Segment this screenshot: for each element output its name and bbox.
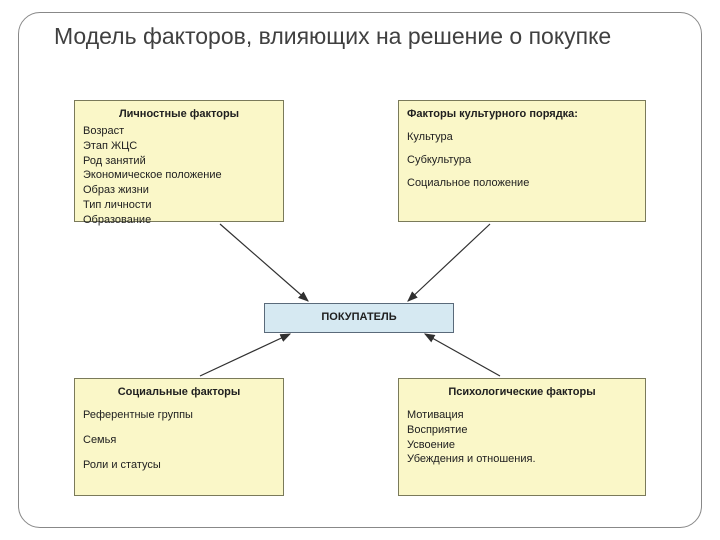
box-cultural-header: Факторы культурного порядка: <box>407 107 637 122</box>
box-cultural-item: Субкультура <box>407 153 637 168</box>
box-personal-item: Тип личности <box>83 198 275 213</box>
box-buyer: ПОКУПАТЕЛЬ <box>264 303 454 333</box>
box-personal-item: Экономическое положение <box>83 168 275 183</box>
box-personal-item: Образ жизни <box>83 183 275 198</box>
box-social-factors: Социальные факторы Референтные группы Се… <box>74 378 284 496</box>
box-social-item: Референтные группы <box>83 408 275 423</box>
box-psych-item: Восприятие <box>407 423 637 438</box>
box-personal-item: Род занятий <box>83 154 275 169</box>
box-cultural-item: Социальное положение <box>407 176 637 191</box>
slide-title: Модель факторов, влияющих на решение о п… <box>54 22 654 51</box>
box-cultural-factors: Факторы культурного порядка: Культура Су… <box>398 100 646 222</box>
box-personal-item: Образование <box>83 213 275 228</box>
box-personal-header: Личностные факторы <box>83 107 275 122</box>
box-personal-item: Этап ЖЦС <box>83 139 275 154</box>
box-psychological-factors: Психологические факторы Мотивация Воспри… <box>398 378 646 496</box>
box-cultural-item: Культура <box>407 130 637 145</box>
box-social-item: Семья <box>83 433 275 448</box>
box-social-header: Социальные факторы <box>83 385 275 400</box>
box-social-item: Роли и статусы <box>83 458 275 473</box>
box-psych-item: Убеждения и отношения. <box>407 452 637 467</box>
box-psych-item: Мотивация <box>407 408 637 423</box>
box-psych-item: Усвоение <box>407 438 637 453</box>
box-buyer-label: ПОКУПАТЕЛЬ <box>321 311 396 323</box>
box-psych-header: Психологические факторы <box>407 385 637 400</box>
box-personal-item: Возраст <box>83 124 275 139</box>
box-personal-factors: Личностные факторы Возраст Этап ЖЦС Род … <box>74 100 284 222</box>
